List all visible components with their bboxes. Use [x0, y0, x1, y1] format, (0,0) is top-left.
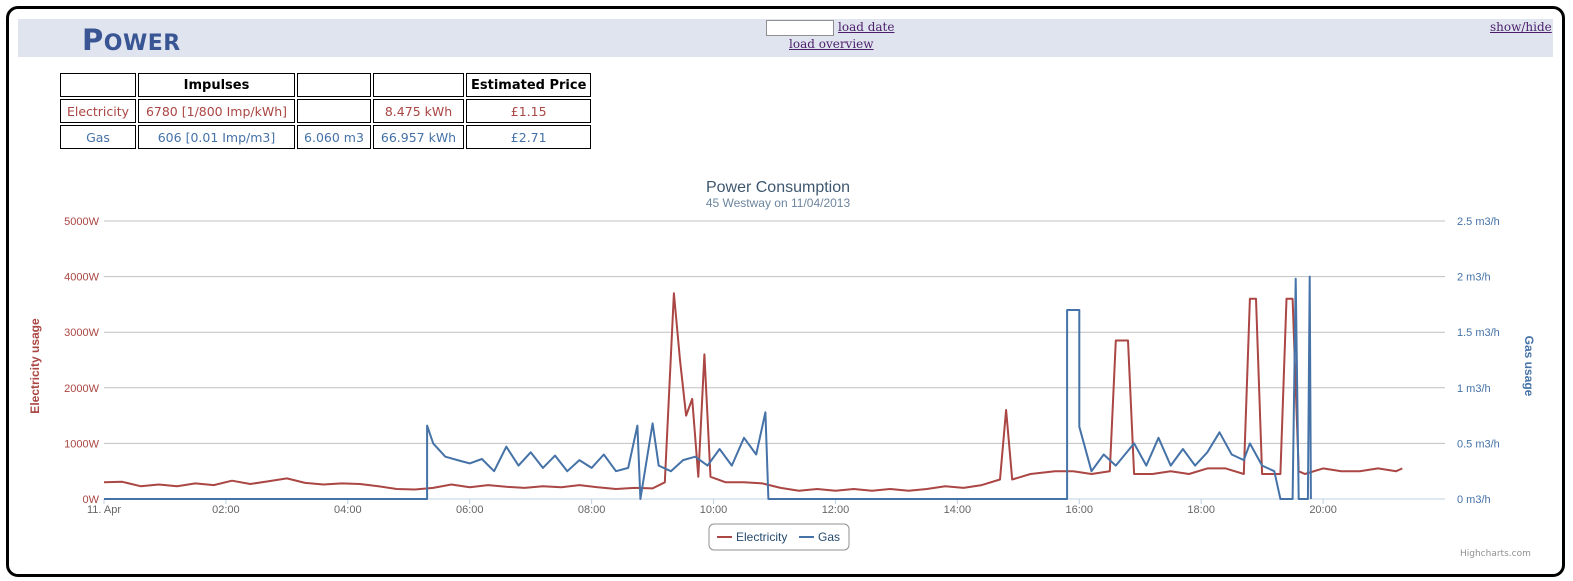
stats-row-electricity: Electricity 6780 [1/800 Imp/kWh] 8.475 k… [60, 99, 592, 123]
y-left-tick-label: 0W [83, 494, 100, 506]
stats-cell-impulses: 606 [0.01 Imp/m3] [138, 125, 295, 149]
chart-legend[interactable]: Electricity Gas [708, 523, 850, 551]
y-left-tick-label: 3000W [64, 327, 99, 339]
y-left-tick-label: 4000W [64, 272, 99, 284]
x-tick-label: 20:00 [1309, 504, 1337, 516]
y-right-tick-label: 1 m3/h [1457, 383, 1491, 395]
show-hide-link[interactable]: show/hide [1490, 20, 1552, 34]
y-axis-right-label: Gas usage [1522, 336, 1536, 397]
y-axis-right-ticks: 0 m3/h 0.5 m3/h 1 m3/h 1.5 m3/h 2 m3/h 2.5 m3… [1457, 216, 1500, 506]
grid-lines [104, 220, 1445, 444]
title-first-letter: P [82, 23, 104, 57]
stats-header-cell: Estimated Price [466, 73, 592, 97]
stats-header-cell [297, 73, 371, 97]
x-tick-label: 10:00 [700, 504, 728, 516]
load-overview-link[interactable]: load overview [789, 37, 874, 51]
y-axis-left-ticks: 0W 1000W 2000W 3000W 4000W 5000W [64, 216, 99, 506]
y-right-tick-label: 2 m3/h [1457, 272, 1491, 284]
x-tick-label: 18:00 [1187, 504, 1215, 516]
load-date-link[interactable]: load date [838, 20, 895, 34]
stats-header-cell [373, 73, 464, 97]
x-tick-label: 12:00 [822, 504, 850, 516]
stats-cell-volume [297, 99, 371, 123]
y-left-tick-label: 1000W [64, 438, 99, 450]
y-right-tick-label: 1.5 m3/h [1457, 327, 1500, 339]
stats-table: Impulses Estimated Price Electricity 678… [58, 71, 593, 151]
stats-cell-label: Gas [60, 125, 136, 149]
x-tick-label: 06:00 [456, 504, 484, 516]
stats-header-cell: Impulses [138, 73, 295, 97]
legend-electricity-label[interactable]: Electricity [736, 530, 787, 544]
x-axis: 11. Apr 02:00 04:00 06:00 08:00 10:00 12:00 14:… [87, 498, 1445, 516]
y-axis-left-label: Electricity usage [28, 318, 42, 414]
page-header: POWER load date load overview show/hide [18, 19, 1553, 57]
x-tick-label: 11. Apr [87, 504, 121, 516]
power-chart: Power Consumption 45 Westway on 11/04/20… [28, 179, 1536, 551]
y-right-tick-label: 0 m3/h [1457, 494, 1491, 506]
stats-header-cell [60, 73, 136, 97]
x-tick-label: 14:00 [944, 504, 972, 516]
y-left-tick-label: 2000W [64, 383, 99, 395]
stats-cell-label: Electricity [60, 99, 136, 123]
highcharts-credit[interactable]: Highcharts.com [1460, 549, 1531, 559]
y-right-tick-label: 2.5 m3/h [1457, 216, 1500, 228]
stats-cell-volume: 6.060 m3 [297, 125, 371, 149]
legend-box [708, 523, 850, 551]
title-rest: OWER [103, 31, 181, 56]
page-frame: POWER load date load overview show/hide … [6, 6, 1565, 577]
stats-row-gas: Gas 606 [0.01 Imp/m3] 6.060 m3 66.957 kW… [60, 125, 592, 149]
stats-cell-impulses: 6780 [1/800 Imp/kWh] [138, 99, 295, 123]
series-lines [103, 275, 1403, 500]
x-tick-label: 16:00 [1066, 504, 1094, 516]
stats-header-row: Impulses Estimated Price [60, 73, 592, 97]
y-left-tick-label: 5000W [64, 216, 99, 228]
chart-subtitle: 45 Westway on 11/04/2013 [706, 196, 851, 210]
x-tick-label: 04:00 [334, 504, 362, 516]
y-right-tick-label: 0.5 m3/h [1457, 438, 1500, 450]
series-line-electricity [103, 292, 1403, 492]
legend-gas-label[interactable]: Gas [818, 530, 840, 544]
date-input[interactable] [766, 20, 834, 36]
x-tick-label: 08:00 [578, 504, 606, 516]
x-tick-label: 02:00 [212, 504, 240, 516]
chart-title: Power Consumption [706, 179, 850, 196]
series-line-gas [104, 275, 1312, 500]
stats-cell-energy: 8.475 kWh [373, 99, 464, 123]
stats-cell-energy: 66.957 kWh [373, 125, 464, 149]
stats-cell-price: £1.15 [466, 99, 592, 123]
page-title: POWER [82, 23, 181, 57]
stats-cell-price: £2.71 [466, 125, 592, 149]
